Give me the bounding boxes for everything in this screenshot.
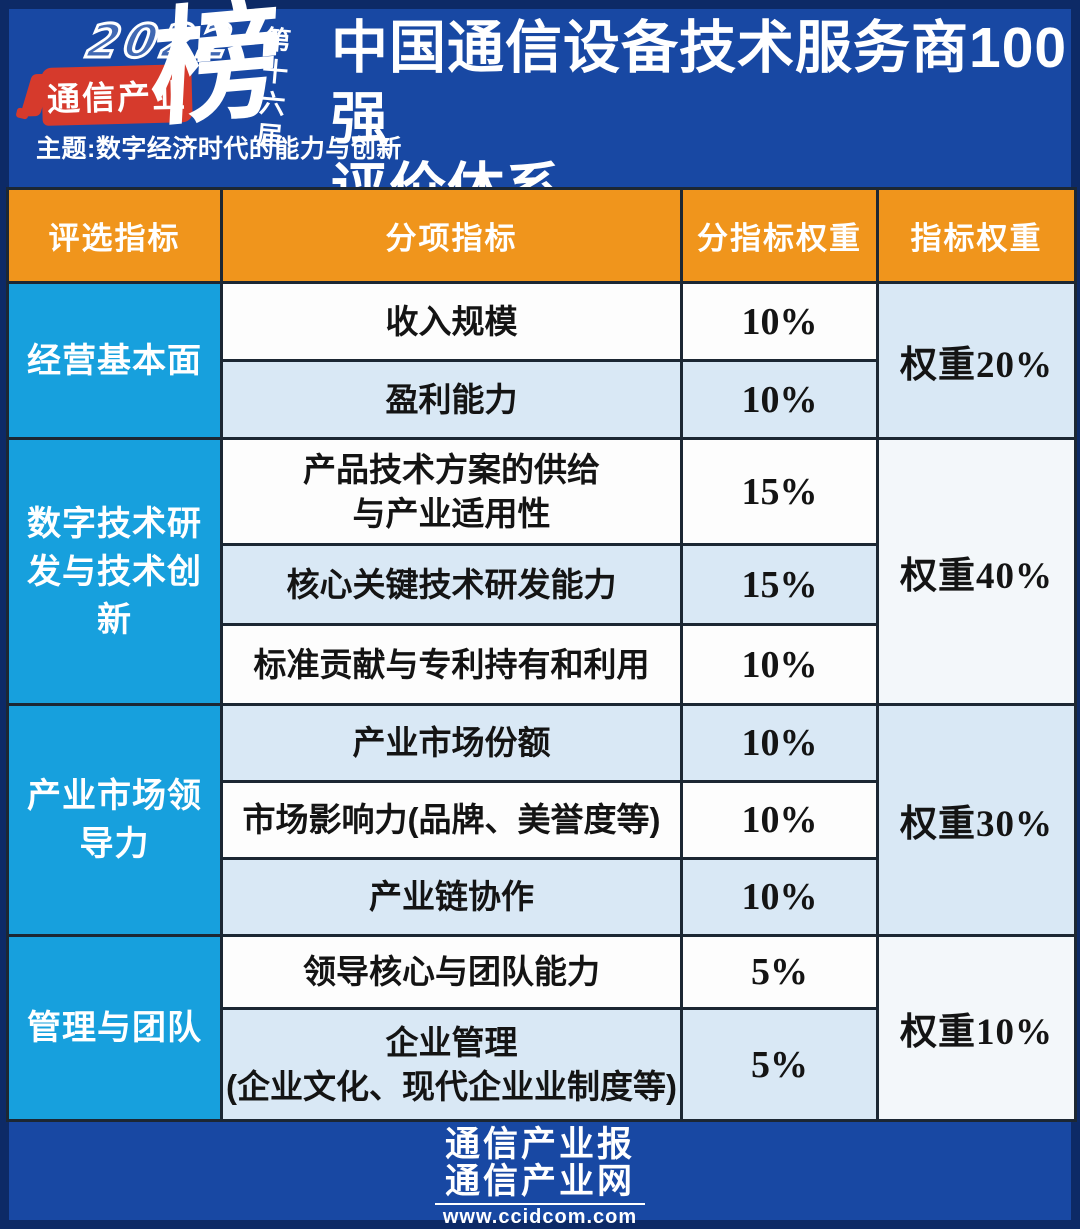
- subweight-cell: 10%: [680, 623, 879, 706]
- subindicator-cell: 产业市场份额: [220, 703, 683, 783]
- column-header-weight: 指标权重: [876, 187, 1077, 284]
- column-header-category: 评选指标: [6, 187, 223, 284]
- table-row: 核心关键技术研发能力 15%: [8, 543, 1076, 626]
- subweight-cell: 15%: [680, 543, 879, 626]
- subindicator-cell: 市场影响力(品牌、美誉度等): [220, 780, 683, 860]
- column-header-subweight: 分指标权重: [680, 187, 879, 284]
- subweight-cell: 10%: [680, 703, 879, 783]
- groupweight-cell: 权重20%: [876, 281, 1077, 440]
- table-row: 数字技术研 发与技术创 新 产品技术方案的供给 与产业适用性 15% 权重40%: [6, 437, 1077, 706]
- table-row: 市场影响力(品牌、美誉度等) 10%: [8, 780, 1076, 860]
- table-row: 经营基本面 收入规模 10% 权重20%: [6, 281, 1077, 440]
- subweight-cell: 10%: [680, 857, 879, 937]
- category-cell: 管理与团队: [6, 934, 223, 1122]
- footer-url: www.ccidcom.com: [434, 1203, 646, 1229]
- subweight-cell: 10%: [680, 780, 879, 860]
- subindicator-cell: 盈利能力: [220, 359, 683, 440]
- subindicator-cell: 领导核心与团队能力: [220, 934, 683, 1010]
- table-row: 管理与团队 领导核心与团队能力 5% 权重10%: [6, 934, 1077, 1122]
- header-banner: 2022 通信产业 榜 第十六届 主题:数字经济时代的能力与创新 中国通信设备技…: [0, 0, 1080, 222]
- subindicator-cell: 收入规模: [220, 281, 683, 362]
- footer-brand-website: 通信产业网: [444, 1162, 635, 1201]
- subindicator-cell: 标准贡献与专利持有和利用: [220, 623, 683, 706]
- footer-brand-newspaper: 通信产业报: [444, 1125, 635, 1164]
- groupweight-cell: 权重40%: [876, 437, 1077, 706]
- subindicator-cell: 产业链协作: [220, 857, 683, 937]
- groupweight-cell: 权重30%: [876, 703, 1077, 937]
- table-header-row: 评选指标 分项指标 分指标权重 指标权重: [6, 187, 1077, 284]
- subindicator-cell: 核心关键技术研发能力: [220, 543, 683, 626]
- table-row: 标准贡献与专利持有和利用 10%: [8, 623, 1076, 706]
- subweight-cell: 5%: [680, 934, 879, 1010]
- evaluation-table: 评选指标 分项指标 分指标权重 指标权重 经营基本面 收入规模 10% 权重20…: [6, 187, 1077, 1122]
- subweight-cell: 10%: [680, 359, 879, 440]
- subweight-cell: 10%: [680, 281, 879, 362]
- category-cell: 经营基本面: [6, 281, 223, 440]
- title-line-1: 中国通信设备技术服务商100强: [331, 16, 1068, 151]
- logo-theme-text: 主题:数字经济时代的能力与创新: [36, 135, 402, 163]
- groupweight-cell: 权重10%: [876, 934, 1077, 1122]
- event-logo: 2022 通信产业 榜 第十六届 主题:数字经济时代的能力与创新: [0, 0, 401, 187]
- column-header-subindicator: 分项指标: [220, 187, 683, 284]
- table-row: 产业链协作 10%: [8, 857, 1076, 937]
- category-cell: 数字技术研 发与技术创 新: [6, 437, 223, 706]
- subindicator-cell: 企业管理 (企业文化、现代企业业制度等): [220, 1007, 683, 1122]
- subindicator-cell: 产品技术方案的供给 与产业适用性: [220, 437, 683, 546]
- table-row: 盈利能力 10%: [8, 359, 1076, 440]
- subweight-cell: 15%: [680, 437, 879, 546]
- table-row: 企业管理 (企业文化、现代企业业制度等) 5%: [8, 1007, 1076, 1122]
- category-cell: 产业市场领 导力: [6, 703, 223, 937]
- table-row: 产业市场领 导力 产业市场份额 10% 权重30%: [6, 703, 1077, 937]
- footer: 通信产业报 通信产业网 www.ccidcom.com: [0, 1126, 1080, 1229]
- subweight-cell: 5%: [680, 1007, 879, 1122]
